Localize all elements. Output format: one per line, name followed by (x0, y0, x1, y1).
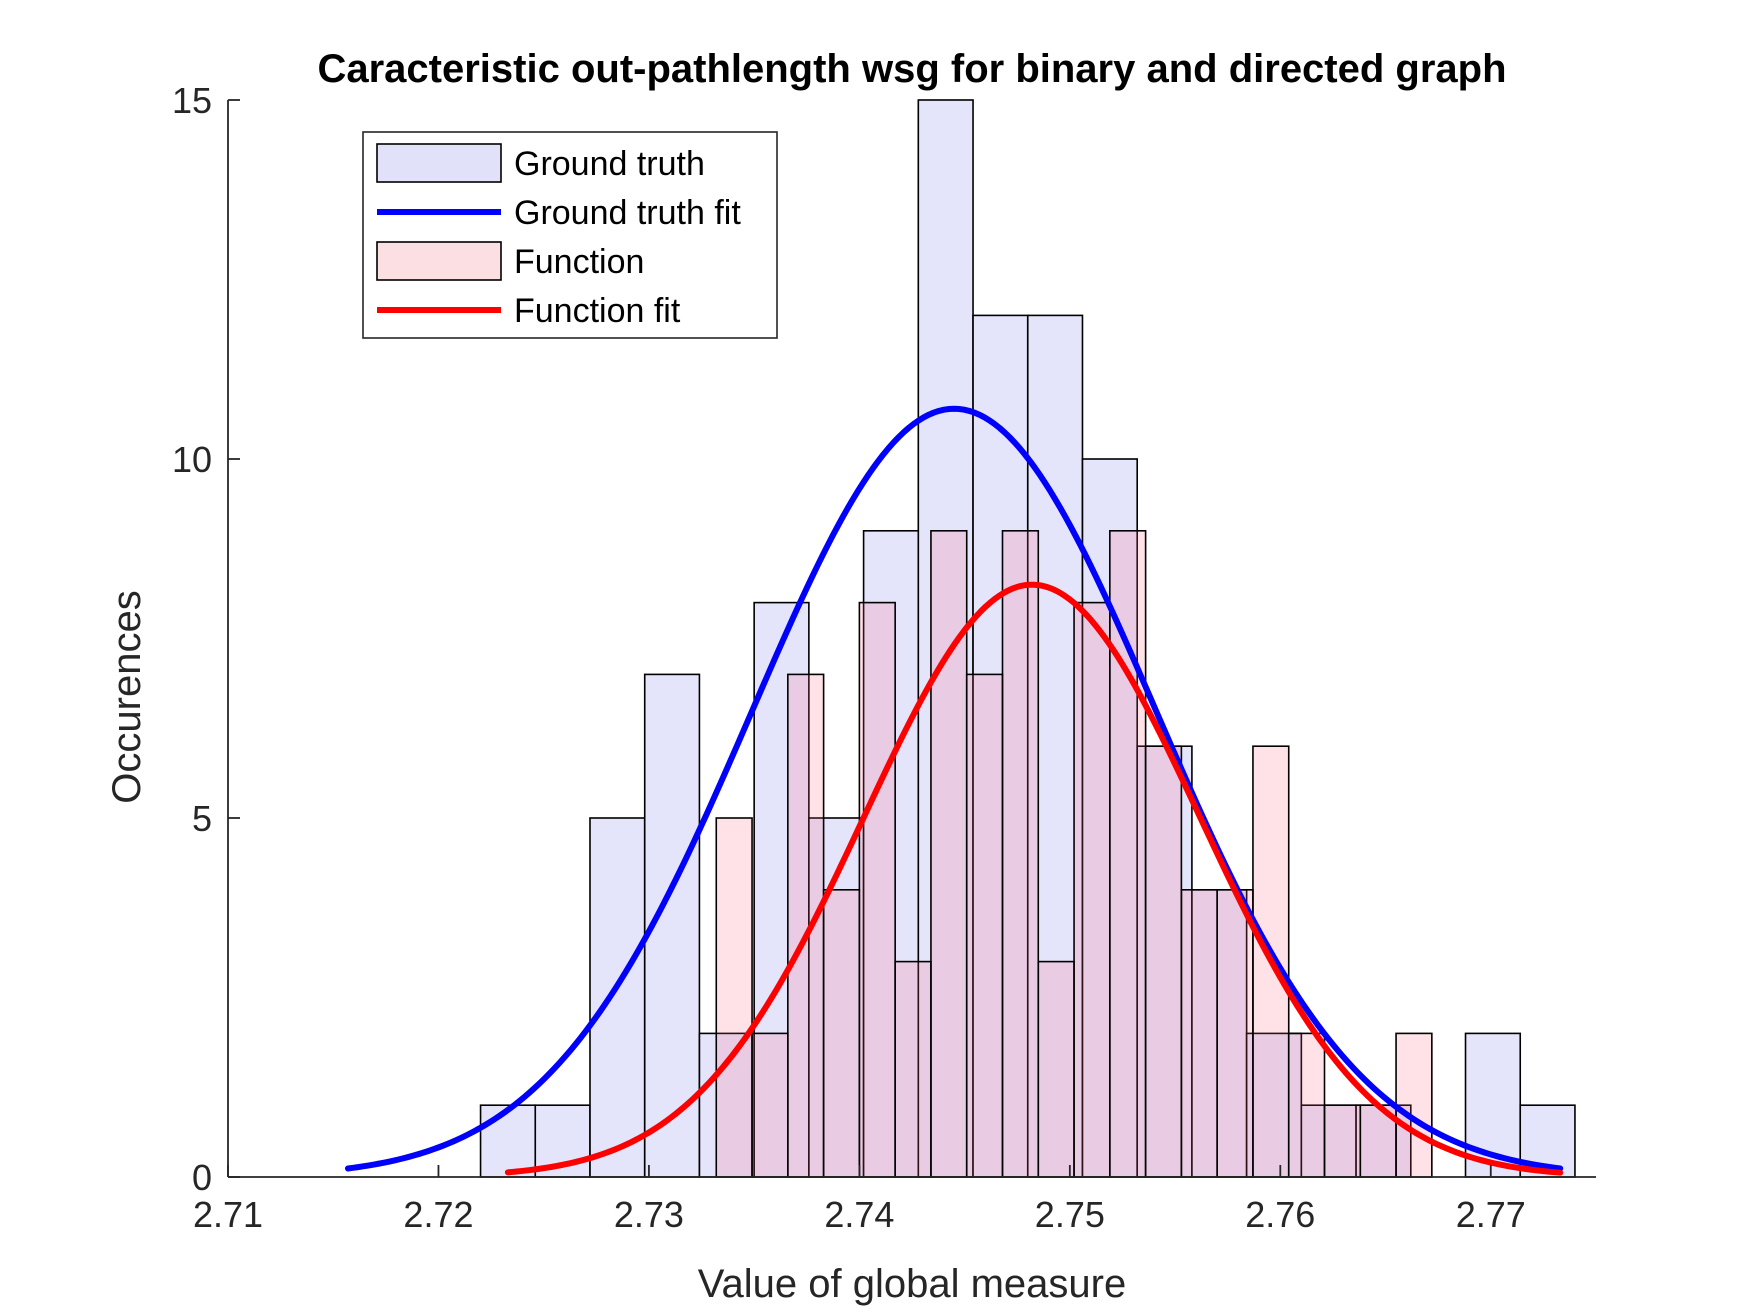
x-tick-label: 2.77 (1456, 1194, 1526, 1235)
y-tick-label: 0 (192, 1157, 212, 1198)
function-bar (965, 673, 1004, 1178)
function-bar (1144, 745, 1183, 1178)
legend-swatch-function (376, 241, 502, 281)
y-tick-label: 10 (172, 439, 212, 480)
ground-truth-bar (1191, 888, 1248, 1178)
function-bar (1323, 1104, 1362, 1178)
x-axis-label: Value of global measure (698, 1262, 1126, 1306)
x-tick-label: 2.72 (403, 1194, 473, 1235)
ground-truth-bar (862, 529, 920, 1178)
function-bar (930, 529, 968, 1178)
function-bar (858, 601, 896, 1178)
ground-truth-bar (479, 1104, 537, 1178)
ground-truth-bar (698, 1032, 755, 1178)
ground-truth-fit-curve (344, 405, 1564, 1172)
fit-curves (344, 405, 1564, 1176)
function-bar (787, 673, 825, 1178)
function-bars (715, 529, 1433, 1178)
x-tick-label: 2.75 (1035, 1194, 1105, 1235)
legend-label-ground-truth: Ground truth (514, 145, 705, 183)
function-bar (1287, 1032, 1326, 1178)
ground-truth-bar (753, 601, 810, 1178)
function-bar (1180, 888, 1218, 1178)
ground-truth-bars (479, 99, 1576, 1178)
legend-label-function-fit: Function fit (514, 292, 681, 330)
legend: Ground truth Ground truth fit Function Func… (362, 131, 778, 339)
function-bar (894, 960, 932, 1178)
function-bar (1395, 1032, 1433, 1178)
function-bar (822, 888, 861, 1178)
ground-truth-bar (972, 314, 1029, 1178)
function-bar (715, 817, 753, 1178)
ground-truth-bar (589, 817, 646, 1178)
function-bar (751, 1032, 789, 1178)
legend-label-function: Function (514, 243, 644, 281)
y-tick-label: 5 (192, 798, 212, 839)
chart-title: Caracteristic out-pathlength wsg for bin… (317, 47, 1506, 91)
function-bar (1001, 529, 1040, 1178)
x-tick-label: 2.73 (614, 1194, 684, 1235)
x-tick-label: 2.71 (193, 1194, 263, 1235)
legend-swatch-ground-truth (376, 143, 502, 183)
function-bar (1037, 960, 1075, 1178)
axes: 2.71 2.72 2.73 2.74 2.75 2.76 2.77 0 5 10 15 (172, 80, 1596, 1235)
function-bar (1216, 888, 1254, 1178)
x-tick-label: 2.74 (824, 1194, 894, 1235)
function-bar (1073, 601, 1111, 1178)
y-tick-label: 15 (172, 80, 212, 121)
function-bar (1109, 529, 1147, 1178)
function-fit-curve (504, 581, 1564, 1176)
legend-label-ground-truth-fit: Ground truth fit (514, 194, 741, 232)
y-axis-label: Occurences (105, 590, 149, 803)
x-tick-label: 2.76 (1245, 1194, 1315, 1235)
